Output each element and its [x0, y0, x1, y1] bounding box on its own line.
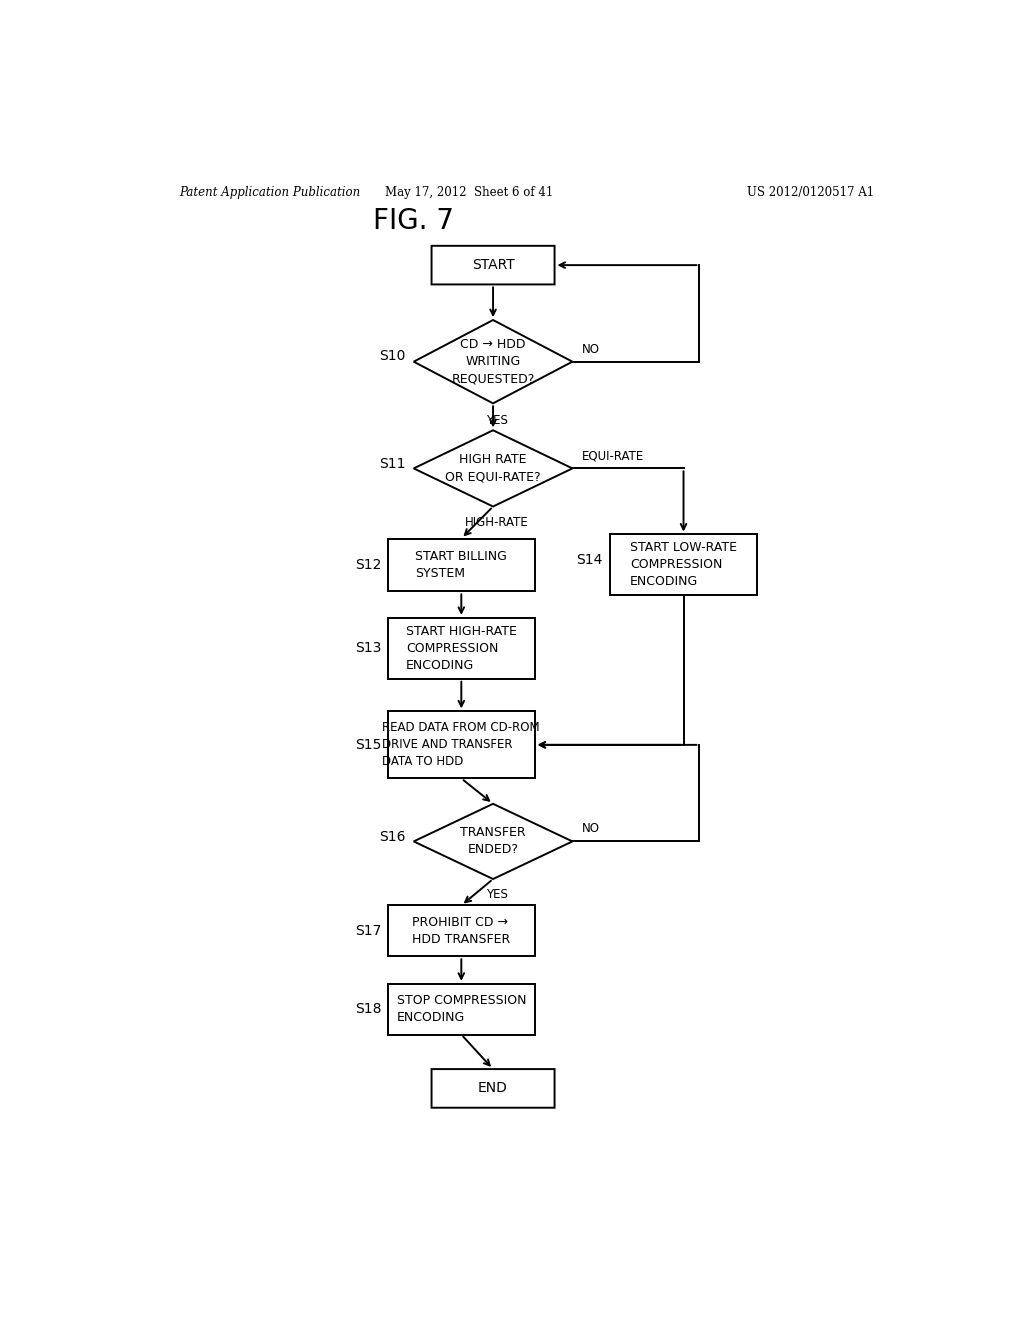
Text: S16: S16: [379, 830, 406, 845]
Text: S17: S17: [355, 924, 382, 939]
Text: S18: S18: [355, 1002, 382, 1016]
Text: YES: YES: [486, 413, 508, 426]
Bar: [388, 711, 535, 779]
Bar: [388, 983, 535, 1035]
Text: Patent Application Publication: Patent Application Publication: [179, 186, 360, 199]
Text: START HIGH-RATE
COMPRESSION
ENCODING: START HIGH-RATE COMPRESSION ENCODING: [406, 624, 517, 672]
Text: YES: YES: [486, 888, 508, 902]
Text: NO: NO: [582, 343, 600, 355]
Text: S10: S10: [379, 348, 406, 363]
Bar: [388, 539, 535, 591]
Text: STOP COMPRESSION
ENCODING: STOP COMPRESSION ENCODING: [396, 994, 526, 1024]
Text: EQUI-RATE: EQUI-RATE: [582, 449, 644, 462]
Text: S11: S11: [379, 457, 406, 471]
Text: START: START: [472, 259, 514, 272]
Text: START BILLING
SYSTEM: START BILLING SYSTEM: [416, 550, 507, 579]
Bar: [388, 906, 535, 956]
Text: NO: NO: [582, 822, 600, 836]
Text: S15: S15: [355, 738, 382, 752]
Text: HIGH-RATE: HIGH-RATE: [465, 516, 529, 529]
Polygon shape: [414, 430, 572, 507]
Polygon shape: [414, 319, 572, 404]
Text: S12: S12: [355, 558, 382, 572]
Text: S14: S14: [575, 553, 602, 566]
Text: HIGH RATE
OR EQUI-RATE?: HIGH RATE OR EQUI-RATE?: [445, 453, 541, 483]
Polygon shape: [414, 804, 572, 879]
FancyBboxPatch shape: [431, 246, 555, 284]
Text: S13: S13: [355, 642, 382, 655]
Text: PROHIBIT CD →
HDD TRANSFER: PROHIBIT CD → HDD TRANSFER: [413, 916, 510, 946]
Text: May 17, 2012  Sheet 6 of 41: May 17, 2012 Sheet 6 of 41: [385, 186, 553, 199]
Text: US 2012/0120517 A1: US 2012/0120517 A1: [748, 186, 874, 199]
Bar: [388, 618, 535, 678]
Bar: [610, 535, 757, 595]
Text: TRANSFER
ENDED?: TRANSFER ENDED?: [460, 826, 526, 857]
Text: READ DATA FROM CD-ROM
DRIVE AND TRANSFER
DATA TO HDD: READ DATA FROM CD-ROM DRIVE AND TRANSFER…: [383, 721, 540, 768]
Text: END: END: [478, 1081, 508, 1096]
Text: CD → HDD
WRITING
REQUESTED?: CD → HDD WRITING REQUESTED?: [452, 338, 535, 385]
Text: START LOW-RATE
COMPRESSION
ENCODING: START LOW-RATE COMPRESSION ENCODING: [630, 541, 737, 589]
FancyBboxPatch shape: [431, 1069, 555, 1107]
Text: FIG. 7: FIG. 7: [373, 207, 455, 235]
